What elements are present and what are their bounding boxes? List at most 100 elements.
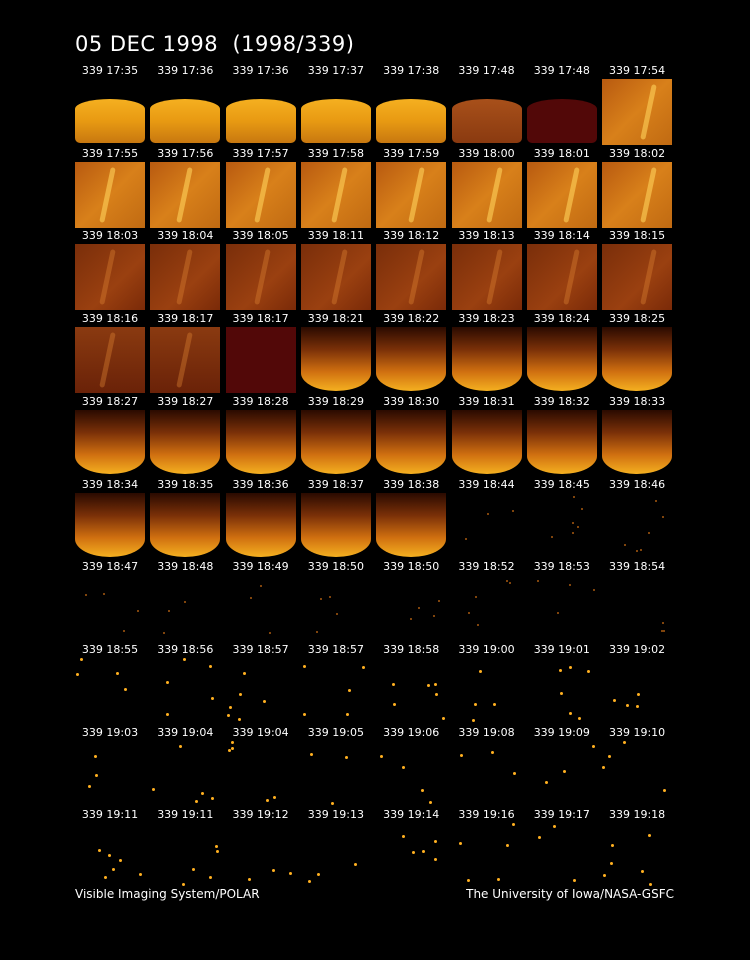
aurora: [300, 409, 371, 474]
star: [380, 754, 384, 758]
star: [505, 844, 509, 848]
frame-image: [602, 492, 673, 559]
star: [107, 853, 111, 857]
star: [335, 613, 338, 616]
star: [97, 848, 101, 852]
star: [568, 711, 572, 715]
star: [626, 704, 630, 708]
frame-time: 339 18:55: [81, 642, 139, 656]
star: [238, 717, 241, 721]
star: [509, 582, 512, 585]
frame-time: 339 18:01: [533, 146, 590, 160]
frame-time: 339 18:36: [232, 477, 289, 491]
star: [182, 882, 186, 886]
frame-image: [376, 161, 447, 228]
star: [273, 796, 277, 800]
star: [647, 532, 650, 535]
frame-time: 339 18:23: [458, 312, 515, 326]
star: [635, 704, 639, 708]
frame-time: 339 18:21: [307, 312, 364, 326]
star: [88, 785, 92, 789]
frame-image: [376, 823, 447, 890]
frame-time: 339 18:44: [458, 477, 515, 491]
frame-image: [526, 823, 597, 890]
aurora: [75, 409, 145, 474]
aurora: [602, 161, 673, 228]
star: [568, 584, 571, 587]
star: [576, 526, 579, 529]
frame-image: [150, 327, 221, 394]
star: [434, 692, 438, 696]
star: [195, 800, 199, 804]
star: [641, 869, 645, 873]
frame-image: [376, 575, 447, 642]
star: [103, 876, 107, 880]
star: [420, 788, 424, 792]
star: [662, 622, 664, 625]
frame-time: 339 17:56: [157, 146, 214, 160]
frame-time: 339 18:11: [307, 229, 364, 243]
frame-time: 339 18:15: [608, 229, 666, 243]
frame-image: [376, 492, 447, 559]
frame-image: [75, 409, 145, 476]
star: [438, 599, 441, 602]
frame-image: [300, 244, 371, 311]
star: [230, 747, 234, 751]
frame-image: [225, 823, 296, 890]
frame-time: 339 18:48: [157, 560, 214, 574]
frame-time: 339 19:11: [157, 808, 214, 822]
aurora: [376, 99, 447, 143]
star: [259, 585, 262, 588]
star: [85, 593, 88, 596]
star: [465, 537, 468, 540]
star: [226, 713, 230, 717]
frame-time: 339 18:17: [157, 312, 214, 326]
star: [243, 671, 247, 675]
aurora: [150, 99, 221, 143]
frame-time: 339 19:04: [232, 725, 289, 739]
star: [429, 801, 433, 804]
aurora: [526, 409, 597, 474]
star: [551, 536, 554, 539]
frame-time: 339 18:50: [383, 560, 440, 574]
frame-time: 339 18:58: [383, 642, 440, 656]
star: [421, 850, 425, 854]
frame-time: 339 19:03: [81, 725, 139, 739]
aurora: [225, 327, 296, 394]
star: [303, 712, 307, 716]
frame-image: [225, 244, 296, 311]
frame-time: 339 17:48: [458, 64, 515, 77]
frame-image: [150, 740, 221, 807]
frame-time: 339 18:32: [533, 394, 590, 408]
aurora: [602, 327, 673, 392]
star: [572, 495, 575, 498]
star: [553, 824, 557, 828]
frame-image: [451, 327, 522, 394]
frame-time: 339 18:25: [608, 312, 666, 326]
frame-image: [75, 740, 145, 807]
frame-time: 339 18:35: [157, 477, 214, 491]
star: [474, 595, 477, 598]
frame-image: [451, 79, 522, 145]
star: [182, 658, 186, 662]
frame-time: 339 18:34: [81, 477, 139, 491]
frame-time: 339 18:05: [232, 229, 289, 243]
star: [178, 745, 182, 749]
frame-image: [75, 823, 145, 890]
star: [544, 780, 548, 784]
star: [166, 712, 169, 716]
star: [662, 630, 665, 633]
star: [649, 882, 653, 886]
star: [265, 799, 269, 803]
frame-time: 339 18:28: [232, 394, 289, 408]
star: [459, 842, 463, 846]
star: [348, 688, 352, 692]
title: 05 DEC 1998 (1998/339): [75, 32, 355, 56]
frame-time: 339 17:35: [81, 64, 139, 77]
frame-image: [75, 327, 145, 394]
frame-image: [225, 409, 296, 476]
frame-image: [451, 657, 522, 724]
frame-time: 339 18:27: [157, 394, 214, 408]
frame-image: [225, 161, 296, 228]
